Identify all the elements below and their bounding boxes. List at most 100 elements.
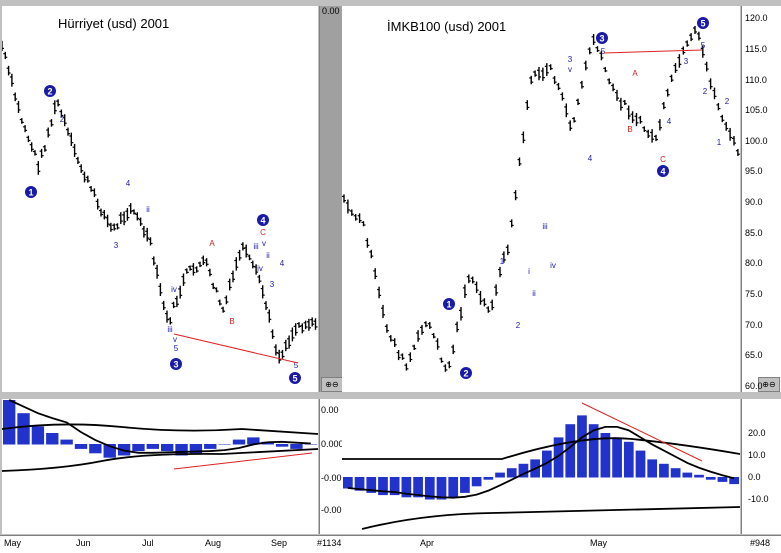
macd-hist-bar: [577, 415, 587, 478]
macd-hist-bar: [232, 439, 246, 445]
wave-label: A: [632, 69, 638, 78]
macd-lower-band: [2, 448, 318, 472]
macd-hist-bar: [460, 477, 470, 493]
macd-hist-bar: [389, 477, 400, 496]
left-axis-top-label: 0.00: [322, 6, 340, 16]
wave-label: 4: [126, 179, 131, 188]
macd-hist-bar: [378, 477, 388, 496]
date-label-may: May: [4, 538, 22, 548]
wave-label: C: [660, 155, 666, 164]
macd-hist-bar: [647, 459, 658, 478]
macd-hist-bar: [483, 477, 494, 480]
wave-label: 5: [701, 41, 706, 50]
macd-upper-band: [342, 437, 740, 460]
macd-hist-bar: [3, 400, 16, 445]
wave-circle-marker: [44, 85, 56, 97]
macd-hist-bar: [413, 477, 423, 498]
left-osc-tick: -0.00: [321, 505, 342, 515]
wave-label: 2: [703, 87, 708, 96]
left-osc-tick: 0.0000: [321, 439, 349, 449]
left-osc-tick: -0.00: [321, 473, 342, 483]
right-zoom-button[interactable]: ⊕⊖: [758, 377, 780, 392]
wave-label: 1: [717, 138, 722, 147]
macd-hist-bar: [46, 433, 59, 445]
wave-circle-label: 1: [28, 188, 33, 198]
wave-label: 5: [174, 344, 179, 353]
macd-hist-bar: [623, 441, 634, 478]
macd-hist-bar: [304, 444, 317, 445]
date-label-may-right: May: [590, 538, 608, 548]
right-macd-chart: [342, 402, 740, 530]
macd-upper-band: [2, 423, 318, 435]
macd-hist-bar: [161, 444, 174, 452]
macd-hist-bar: [218, 444, 231, 445]
wave-circle-marker: [25, 186, 37, 198]
left-macd-chart: [2, 399, 318, 472]
wave-label: v: [173, 335, 177, 344]
macd-hist-bar: [17, 413, 30, 445]
macd-hist-bar: [204, 444, 217, 449]
right-axis-tick: 110.0: [745, 74, 767, 85]
macd-hist-bar: [495, 472, 505, 478]
left-osc-tick: 0.00: [321, 405, 339, 415]
wave-label: B: [229, 317, 234, 326]
right-trendline: [603, 49, 703, 54]
date-axis-bar: May Jun Jul Aug Sep #1134 Apr May #948: [0, 535, 781, 553]
wave-circle-marker: [443, 298, 455, 310]
wave-label: 2: [516, 321, 521, 330]
left-zoom-button[interactable]: ⊕⊖: [321, 377, 343, 392]
macd-hist-bar: [729, 477, 739, 485]
macd-hist-bar: [354, 477, 365, 491]
left-trendline: [173, 333, 299, 364]
macd-hist-bar: [290, 444, 303, 449]
wave-circle-marker: [289, 372, 301, 384]
left-chart-title: Hürriyet (usd) 2001: [58, 16, 170, 31]
wave-label: iv: [171, 285, 177, 294]
wave-circle-label: 4: [260, 216, 265, 226]
macd-hist-bar: [612, 437, 622, 478]
wave-label: 2: [725, 97, 730, 106]
macd-hist-bar: [682, 472, 693, 478]
right-axis-tick: 65.0: [745, 350, 763, 361]
wave-circle-label: 5: [292, 374, 297, 384]
right-axis-tick: 75.0: [745, 289, 763, 300]
right-axis-tick: 115.0: [745, 43, 767, 54]
wave-label: 4: [280, 259, 285, 268]
macd-hist-bar: [518, 463, 529, 478]
wave-label: v: [568, 65, 572, 74]
wave-circle-marker: [257, 214, 269, 226]
macd-hist-bar: [553, 437, 564, 478]
right-axis-tick: 120.0: [745, 13, 768, 24]
wave-label: ii: [146, 205, 150, 214]
wave-label: iv: [550, 261, 556, 270]
macd-hist-bar: [565, 424, 576, 478]
macd-hist-bar: [89, 444, 102, 454]
wave-label: 3: [114, 241, 119, 250]
wave-label: iii: [542, 222, 548, 231]
left-record-counter: #1134: [317, 538, 342, 548]
macd-hist-bar: [542, 450, 552, 478]
wave-label: 3: [568, 55, 573, 64]
right-osc-axis: 20.0 10.0 0.0 -10.0: [741, 399, 781, 534]
macd-hist-bar: [635, 450, 646, 478]
macd-signal-line: [347, 425, 735, 499]
macd-hist-bar: [705, 477, 716, 480]
left-osc-trendline: [173, 452, 313, 470]
macd-hist-bar: [275, 444, 289, 447]
macd-hist-bar: [247, 437, 260, 445]
right-axis-tick: 70.0: [745, 319, 763, 330]
macd-hist-bar: [146, 444, 159, 449]
macd-hist-bar: [694, 474, 704, 478]
right-osc-trendline: [581, 402, 703, 462]
wave-circle-label: 3: [599, 34, 604, 44]
wave-circle-label: 3: [173, 360, 178, 370]
right-axis-tick: 90.0: [745, 197, 763, 208]
wave-circle-marker: [460, 367, 472, 379]
date-label-apr: Apr: [420, 538, 435, 548]
right-axis-tick: 105.0: [745, 105, 768, 116]
macd-hist-bar: [448, 477, 459, 498]
macd-hist-bar: [401, 477, 412, 498]
wave-label: 2: [60, 115, 65, 124]
right-axis-tick: 85.0: [745, 227, 763, 238]
macd-hist-bar: [436, 477, 447, 500]
